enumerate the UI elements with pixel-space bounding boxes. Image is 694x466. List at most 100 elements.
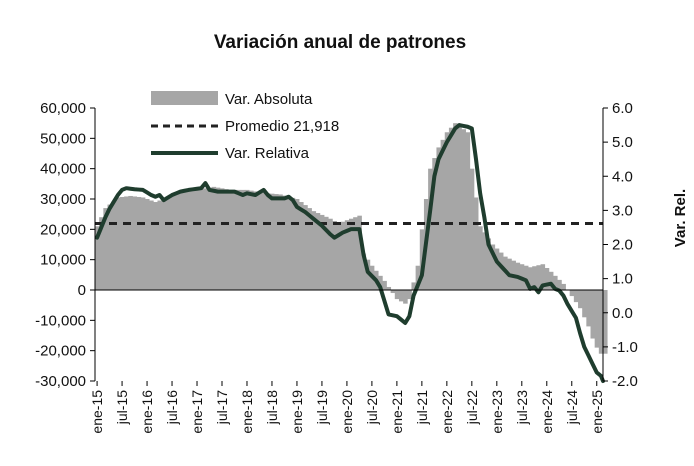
bar-absolute — [578, 290, 583, 309]
right-tick-label: -1.0 — [612, 339, 638, 356]
bar-absolute — [498, 252, 504, 290]
bar-absolute — [332, 220, 337, 290]
bar-absolute — [99, 217, 104, 290]
bar-absolute — [603, 290, 608, 354]
right-tick-label: 3.0 — [612, 202, 633, 219]
x-tick-label: jul-23 — [514, 390, 530, 425]
bar-absolute — [315, 213, 321, 290]
bar-absolute — [186, 191, 192, 290]
bar-absolute — [199, 189, 204, 290]
relative-line-layer — [95, 123, 605, 383]
bar-absolute — [224, 189, 229, 290]
x-tick-label: ene-24 — [539, 390, 555, 434]
bar-absolute — [319, 214, 325, 290]
bar-absolute — [174, 194, 179, 290]
legend: Var. Absoluta Promedio 21,918 Var. Relat… — [151, 91, 339, 162]
bar-absolute — [398, 290, 404, 302]
bar-absolute — [244, 189, 250, 290]
bar-absolute — [586, 290, 591, 327]
bar-absolute — [473, 197, 479, 290]
bar-absolute — [286, 196, 292, 290]
bar-absolute — [307, 208, 312, 290]
bar-absolute — [569, 290, 575, 297]
x-tick-label: jul-22 — [464, 390, 480, 425]
bar-absolute — [453, 123, 458, 290]
x-tick-label: jul-19 — [314, 390, 330, 425]
bar-absolute — [553, 275, 558, 290]
bar-absolute — [157, 200, 163, 290]
bar-absolute — [111, 201, 117, 290]
right-tick-label: -2.0 — [612, 373, 638, 390]
bar-absolute — [136, 196, 142, 290]
bar-absolute — [228, 189, 233, 290]
bar-absolute — [353, 217, 358, 290]
bar-absolute — [144, 199, 150, 290]
bar-absolute — [544, 268, 550, 290]
bar-absolute — [561, 283, 566, 290]
bar-absolute — [290, 197, 296, 290]
bar-absolute — [169, 195, 175, 290]
x-tick-label: ene-22 — [439, 390, 455, 434]
bar-absolute — [253, 191, 258, 290]
bar-absolute — [415, 265, 421, 290]
left-tick-label: -20,000 — [35, 343, 86, 360]
bar-absolute — [182, 192, 187, 290]
left-tick-label: 0 — [78, 282, 86, 299]
x-tick-label: ene-16 — [139, 390, 155, 434]
bar-absolute — [523, 265, 529, 290]
left-tick-label: 50,000 — [40, 130, 86, 147]
bar-absolute — [428, 168, 433, 290]
right-ticks: -2.0 -1.0 0.0 1.0 2.0 3.0 4.0 5.0 6.0 — [603, 100, 638, 390]
x-tick-label: ene-18 — [239, 390, 255, 434]
bar-absolute — [124, 196, 129, 290]
bar-absolute — [528, 267, 533, 290]
bar-absolute — [403, 290, 408, 304]
x-tick-label: jul-16 — [164, 390, 180, 425]
bar-absolute — [390, 290, 396, 294]
bar-absolute — [240, 189, 246, 290]
x-tick-label: ene-21 — [389, 390, 405, 434]
bar-absolute — [590, 290, 596, 339]
bar-absolute — [349, 218, 354, 290]
bar-absolute — [282, 195, 287, 290]
bar-absolute — [378, 275, 383, 290]
bar-absolute — [265, 193, 271, 290]
bar-absolute — [461, 129, 466, 290]
bar-absolute — [278, 194, 283, 290]
bar-absolute — [232, 189, 237, 290]
x-tick-label: jul-18 — [264, 390, 280, 425]
bar-absolute — [95, 226, 100, 290]
bar-absolute — [140, 197, 146, 290]
bar-absolute — [328, 218, 333, 290]
right-axis-label: Var. Rel. — [672, 189, 689, 247]
left-ticks: -30,000 -20,000 -10,000 0 10,000 20,000 30,000… — [35, 100, 95, 390]
bar-absolute — [573, 290, 579, 303]
right-tick-label: 2.0 — [612, 237, 633, 254]
bar-absolute — [128, 195, 133, 290]
bar-absolute — [394, 290, 400, 300]
bar-absolute — [261, 192, 267, 290]
x-tick-label: ene-19 — [289, 390, 305, 434]
bar-absolute — [211, 186, 217, 290]
right-tick-label: 0.0 — [612, 305, 633, 322]
bar-absolute — [236, 189, 242, 290]
x-tick-label: ene-17 — [189, 390, 205, 434]
bar-absolute — [324, 216, 329, 290]
x-tick-label: jul-20 — [364, 390, 380, 425]
bar-absolute — [382, 280, 387, 290]
chart-title: Variación anual de patrones — [214, 32, 466, 53]
x-tick-label: ene-25 — [589, 390, 605, 434]
bar-absolute — [469, 168, 475, 290]
x-tick-label: ene-15 — [89, 390, 105, 434]
bar-absolute — [465, 132, 471, 290]
left-tick-label: 40,000 — [40, 161, 86, 178]
x-tick-label: jul-17 — [214, 390, 230, 425]
right-tick-label: 5.0 — [612, 134, 633, 151]
bars-layer — [95, 123, 608, 354]
bar-absolute — [448, 127, 454, 290]
legend-label-mean: Promedio 21,918 — [225, 118, 339, 135]
bar-absolute — [582, 290, 587, 318]
bar-absolute — [440, 139, 446, 290]
bar-absolute — [107, 204, 113, 290]
bar-absolute — [557, 279, 562, 290]
